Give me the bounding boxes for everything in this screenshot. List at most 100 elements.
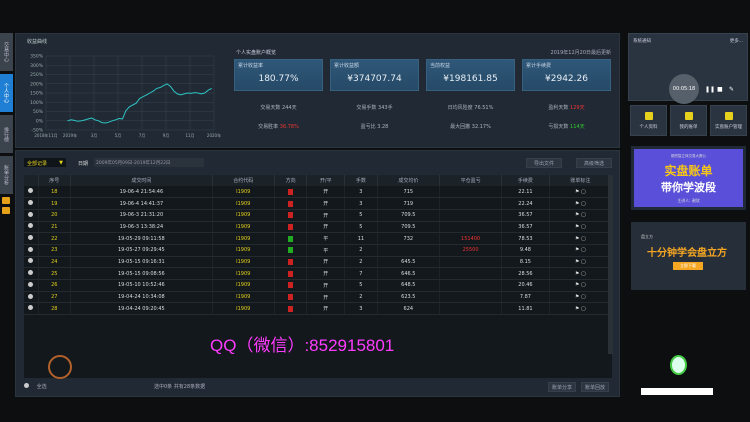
- row-checkbox[interactable]: [28, 200, 34, 206]
- sidebar-tab-active[interactable]: 个人中心: [0, 74, 13, 112]
- course-banner[interactable]: 期货智立体交易大赛公 实盘账单 带你学波段 主讲人: 谢欣: [631, 146, 746, 210]
- sidebar-tab[interactable]: 账单分析: [0, 156, 13, 194]
- note-cell[interactable]: ⚑ ▢: [549, 267, 613, 280]
- account-manage-button[interactable]: 实盘账户管理: [710, 105, 747, 136]
- pause-icon[interactable]: ❚❚: [705, 86, 716, 93]
- column-header[interactable]: 成交均价: [377, 175, 440, 186]
- tool-icon[interactable]: [2, 207, 10, 214]
- cell-成交均价: [377, 244, 440, 257]
- flag-icon[interactable]: ⚑ ▢: [574, 258, 586, 265]
- date-range-input[interactable]: 2009年05月09日-2019年12月22日: [94, 158, 204, 167]
- sidebar-tab[interactable]: 排行榜: [0, 115, 13, 153]
- column-header[interactable]: 方向: [274, 175, 308, 186]
- column-header[interactable]: 手数: [344, 175, 378, 186]
- flag-icon[interactable]: ⚑ ▢: [574, 247, 586, 254]
- row-checkbox[interactable]: [28, 281, 34, 287]
- data-point: [81, 120, 82, 122]
- row-checkbox[interactable]: [28, 293, 34, 299]
- note-cell[interactable]: ⚑ ▢: [549, 302, 613, 316]
- column-header[interactable]: 成交时间: [70, 175, 213, 186]
- note-cell[interactable]: ⚑ ▢: [549, 232, 613, 245]
- row-checkbox-cell[interactable]: [24, 186, 39, 199]
- flag-icon[interactable]: ⚑ ▢: [574, 235, 586, 242]
- column-header[interactable]: 手续费: [501, 175, 550, 186]
- data-point: [153, 90, 154, 92]
- row-checkbox[interactable]: [28, 246, 34, 252]
- data-point: [159, 87, 161, 88]
- note-cell[interactable]: ⚑ ▢: [549, 244, 613, 257]
- pen-icon[interactable]: ✎: [729, 86, 735, 93]
- cell-序号: 21: [38, 221, 72, 234]
- column-header[interactable]: 合约代码: [212, 175, 275, 186]
- row-checkbox[interactable]: [28, 223, 34, 229]
- row-checkbox[interactable]: [28, 305, 34, 311]
- note-cell[interactable]: ⚑ ▢: [549, 256, 613, 269]
- select-all-checkbox[interactable]: [24, 383, 29, 388]
- row-checkbox-cell[interactable]: [24, 291, 39, 304]
- tool-icon[interactable]: [2, 197, 10, 204]
- row-checkbox-cell[interactable]: [24, 256, 39, 269]
- row-checkbox-cell[interactable]: [24, 221, 39, 234]
- row-checkbox-cell[interactable]: [24, 209, 39, 222]
- share-bill-button[interactable]: 账单分享: [548, 382, 576, 392]
- x-tick-label: 5月: [115, 133, 122, 138]
- scrollbar[interactable]: [608, 175, 613, 354]
- flag-icon[interactable]: ⚑ ▢: [574, 294, 586, 301]
- note-cell[interactable]: ⚑ ▢: [549, 291, 613, 304]
- data-point: [204, 92, 206, 94]
- row-checkbox[interactable]: [28, 211, 34, 217]
- row-checkbox-cell[interactable]: [24, 302, 39, 316]
- flag-icon[interactable]: ⚑ ▢: [574, 305, 586, 312]
- note-cell[interactable]: ⚑ ▢: [549, 209, 613, 222]
- download-button[interactable]: 立即下载: [673, 262, 703, 270]
- flag-icon[interactable]: ⚑ ▢: [574, 188, 586, 195]
- column-header[interactable]: 开/平: [306, 175, 346, 186]
- flag-icon[interactable]: ⚑ ▢: [574, 212, 586, 219]
- note-cell[interactable]: ⚑ ▢: [549, 279, 613, 292]
- row-checkbox[interactable]: [28, 258, 34, 264]
- note-cell[interactable]: ⚑ ▢: [549, 197, 613, 210]
- row-checkbox-cell[interactable]: [24, 244, 39, 257]
- column-header[interactable]: 平仓盈亏: [439, 175, 503, 186]
- flag-icon[interactable]: ⚑ ▢: [574, 270, 586, 277]
- ime-toolbar[interactable]: [641, 388, 713, 395]
- flag-icon[interactable]: ⚑ ▢: [574, 223, 586, 230]
- stop-icon[interactable]: ■: [717, 86, 723, 93]
- note-cell[interactable]: ⚑ ▢: [549, 221, 613, 234]
- replay-bill-button[interactable]: 账单回放: [581, 382, 609, 392]
- note-cell[interactable]: ⚑ ▢: [549, 186, 613, 199]
- direction-badge: 买: [288, 305, 294, 312]
- stat-value: 129天: [570, 105, 585, 111]
- more-link[interactable]: 更多...: [729, 39, 743, 44]
- row-checkbox-cell[interactable]: [24, 197, 39, 210]
- export-button[interactable]: 导出文件: [526, 158, 562, 168]
- flag-icon[interactable]: ⚑ ▢: [574, 282, 586, 289]
- my-bills-button[interactable]: 我的账单: [670, 105, 707, 136]
- advanced-filter-button[interactable]: 高级筛选: [576, 158, 612, 168]
- row-checkbox-cell[interactable]: [24, 279, 39, 292]
- sidebar-tab[interactable]: 交易中心: [0, 33, 13, 71]
- row-checkbox[interactable]: [28, 270, 34, 276]
- app-banner[interactable]: 盘立方 十分钟学会盘立方 立即下载: [631, 222, 746, 290]
- profile-button[interactable]: 个人资料: [630, 105, 667, 136]
- column-header[interactable]: 账单标注: [549, 175, 613, 186]
- flag-icon[interactable]: ⚑ ▢: [574, 200, 586, 207]
- column-header[interactable]: 序号: [38, 175, 72, 186]
- row-checkbox[interactable]: [28, 188, 34, 194]
- direction-cell: 买: [274, 267, 308, 280]
- row-checkbox-cell[interactable]: [24, 267, 39, 280]
- row-checkbox-cell[interactable]: [24, 232, 39, 245]
- record-filter-select[interactable]: 全部记录 ▼: [24, 158, 66, 167]
- row-checkbox[interactable]: [28, 235, 34, 241]
